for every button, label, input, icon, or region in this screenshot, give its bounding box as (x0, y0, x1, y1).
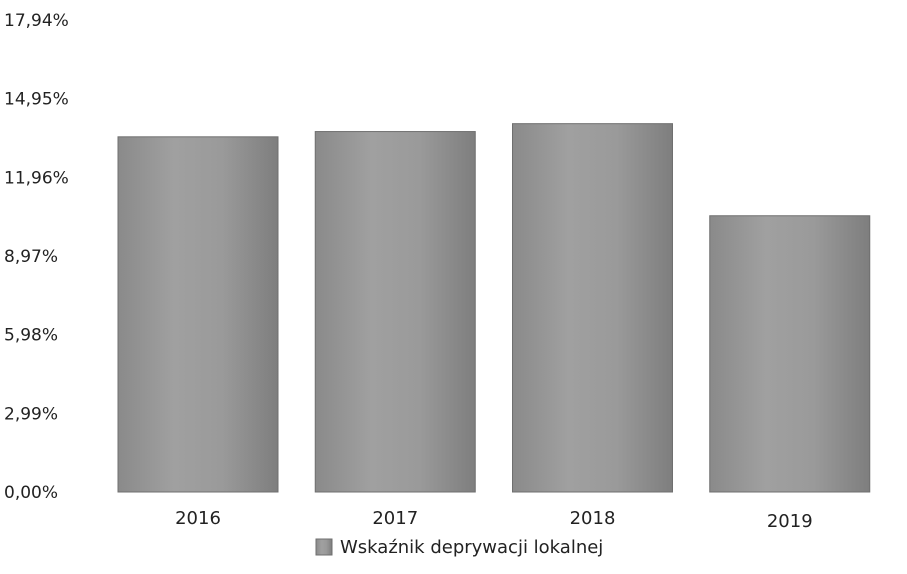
y-tick-label: 0,00% (4, 483, 58, 503)
x-axis-category-labels: 2016 2017 2018 2019 (175, 508, 813, 532)
y-tick-label: 14,95% (4, 90, 69, 110)
bar-2018 (512, 123, 673, 493)
y-tick-label: 11,96% (4, 168, 69, 188)
x-category-label: 2019 (767, 511, 813, 532)
y-axis-tick-labels: 0,00% 2,99% 5,98% 8,97% 11,96% 14,95% 17,94% (4, 11, 69, 503)
y-tick-label: 2,99% (4, 404, 58, 424)
y-tick-label: 17,94% (4, 11, 69, 31)
bar-2017 (314, 131, 476, 493)
x-category-label: 2018 (570, 508, 616, 529)
y-tick-label: 8,97% (4, 247, 58, 267)
legend-label: Wskaźnik deprywacji lokalnej (340, 537, 603, 558)
y-tick-label: 5,98% (4, 326, 58, 346)
x-category-label: 2017 (372, 508, 418, 529)
x-category-label: 2016 (175, 508, 221, 529)
legend-swatch (315, 538, 333, 556)
legend: Wskaźnik deprywacji lokalnej (315, 537, 603, 558)
bar-2019 (709, 215, 871, 493)
bar-2016 (117, 136, 279, 493)
bars-group (117, 123, 871, 493)
